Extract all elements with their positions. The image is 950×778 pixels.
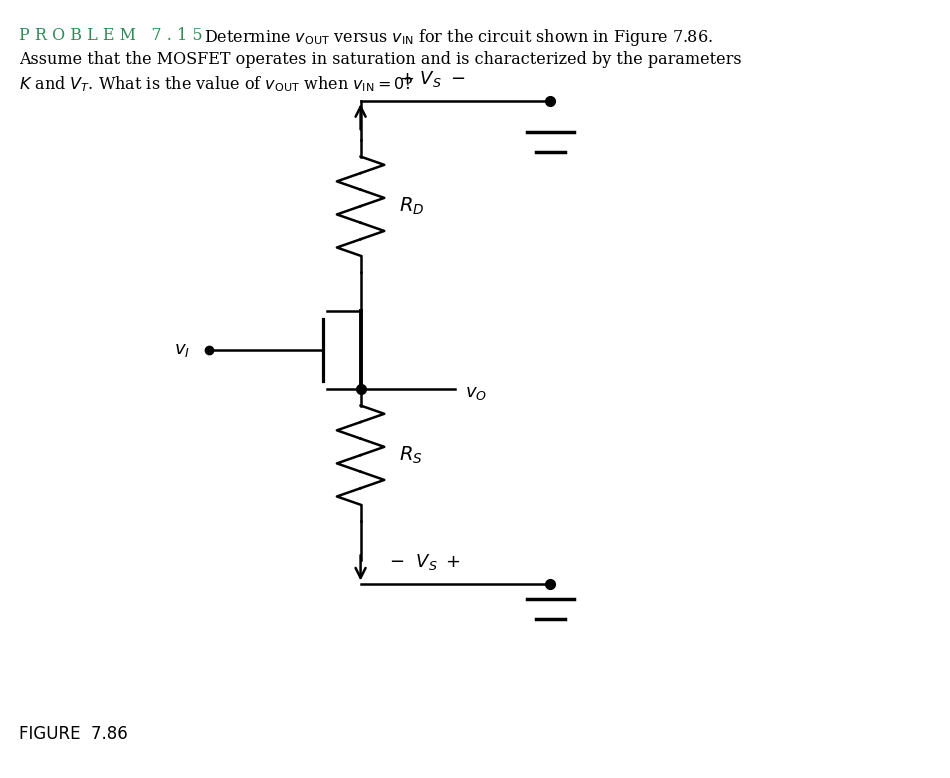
Text: $+\ V_S\ -$: $+\ V_S\ -$ <box>399 69 465 89</box>
Text: Assume that the MOSFET operates in saturation and is characterized by the parame: Assume that the MOSFET operates in satur… <box>19 51 742 68</box>
Text: $K$ and $V_T$. What is the value of $v_{\mathrm{OUT}}$ when $v_{\mathrm{IN}}=0$?: $K$ and $V_T$. What is the value of $v_{… <box>19 74 413 93</box>
Text: $-\ \ V_S\ +$: $-\ \ V_S\ +$ <box>390 552 461 572</box>
Text: $R_D$: $R_D$ <box>399 195 424 217</box>
Text: $R_S$: $R_S$ <box>399 444 423 466</box>
Text: Determine $v_{\mathrm{OUT}}$ versus $v_{\mathrm{IN}}$ for the circuit shown in F: Determine $v_{\mathrm{OUT}}$ versus $v_{… <box>204 27 712 48</box>
Text: $v_O$: $v_O$ <box>465 384 487 402</box>
Text: FIGURE  7.86: FIGURE 7.86 <box>19 725 127 743</box>
Text: P R O B L E M   7 . 1 5: P R O B L E M 7 . 1 5 <box>19 27 202 44</box>
Text: $v_I$: $v_I$ <box>174 341 190 359</box>
